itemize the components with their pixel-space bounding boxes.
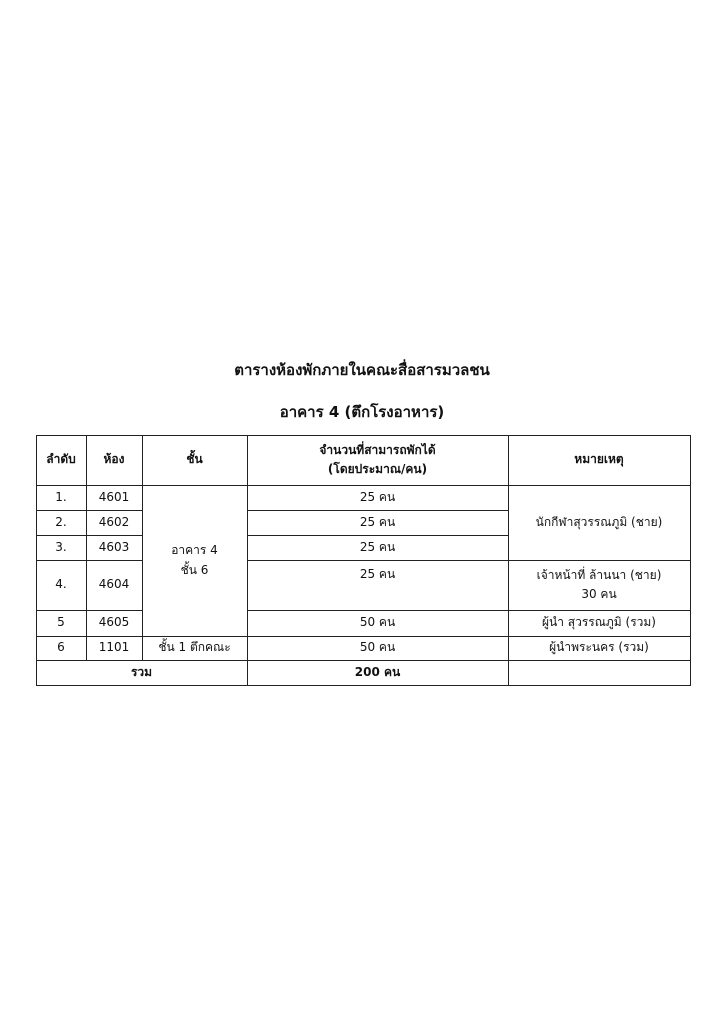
row-3-room: 4603 bbox=[85, 534, 143, 561]
document-title: ตารางห้องพักภายในคณะสื่อสารมวลชน bbox=[234, 361, 490, 379]
floor-group-cell: อาคาร 4 ชั้น 6 bbox=[141, 484, 248, 637]
row-1-order: 1. bbox=[35, 484, 87, 511]
row-5-remark: ผู้นำ สุวรรณภูมิ (รวม) bbox=[507, 609, 691, 637]
row-4-remark-line1: เจ้าหน้าที่ ล้านนา (ชาย) bbox=[536, 567, 662, 582]
row-4-remark-line2: 30 คน bbox=[581, 587, 617, 601]
floor-group-line2: ชั้น 6 bbox=[180, 562, 209, 577]
row-3-capacity: 25 คน bbox=[246, 534, 509, 561]
row-5-capacity: 50 คน bbox=[246, 609, 509, 637]
row-4-capacity: 25 คน bbox=[246, 559, 509, 611]
row-5-order: 5 bbox=[35, 609, 87, 637]
header-remark: หมายเหตุ bbox=[507, 434, 691, 486]
row-6-order: 6 bbox=[35, 635, 87, 661]
document-subtitle: อาคาร 4 (ตึกโรงอาหาร) bbox=[279, 403, 445, 421]
row-2-order: 2. bbox=[35, 509, 87, 536]
row-6-floor: ชั้น 1 ตึกคณะ bbox=[141, 635, 248, 661]
row-3-order: 3. bbox=[35, 534, 87, 561]
header-room: ห้อง bbox=[85, 434, 143, 486]
header-capacity-line1: จำนวนที่สามารถพักได้ bbox=[319, 442, 436, 457]
total-value: 200 คน bbox=[246, 659, 509, 686]
header-order: ลำดับ bbox=[35, 434, 87, 486]
row-4-order: 4. bbox=[35, 559, 87, 611]
floor-group-line1: อาคาร 4 bbox=[171, 543, 218, 558]
header-capacity-line2: (โดยประมาณ/คน) bbox=[327, 462, 428, 476]
row-6-remark: ผู้นำพระนคร (รวม) bbox=[507, 635, 691, 661]
remark-rows-1-3: นักกีฬาสุวรรณภูมิ (ชาย) bbox=[507, 484, 691, 561]
total-remark-empty bbox=[507, 659, 691, 686]
row-5-room: 4605 bbox=[85, 609, 143, 637]
row-1-room: 4601 bbox=[85, 484, 143, 511]
header-floor: ชั้น bbox=[141, 434, 248, 486]
row-4-remark: เจ้าหน้าที่ ล้านนา (ชาย) 30 คน bbox=[507, 559, 691, 611]
row-2-capacity: 25 คน bbox=[246, 509, 509, 536]
total-label: รวม bbox=[35, 659, 248, 686]
row-6-capacity: 50 คน bbox=[246, 635, 509, 661]
row-4-room: 4604 bbox=[85, 559, 143, 611]
row-2-room: 4602 bbox=[85, 509, 143, 536]
header-capacity: จำนวนที่สามารถพักได้ (โดยประมาณ/คน) bbox=[246, 434, 509, 486]
row-1-capacity: 25 คน bbox=[246, 484, 509, 511]
row-6-room: 1101 bbox=[85, 635, 143, 661]
